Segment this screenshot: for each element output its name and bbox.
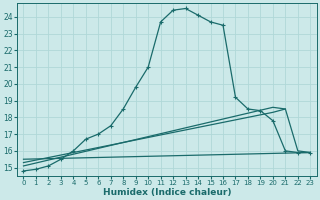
X-axis label: Humidex (Indice chaleur): Humidex (Indice chaleur)	[103, 188, 231, 197]
